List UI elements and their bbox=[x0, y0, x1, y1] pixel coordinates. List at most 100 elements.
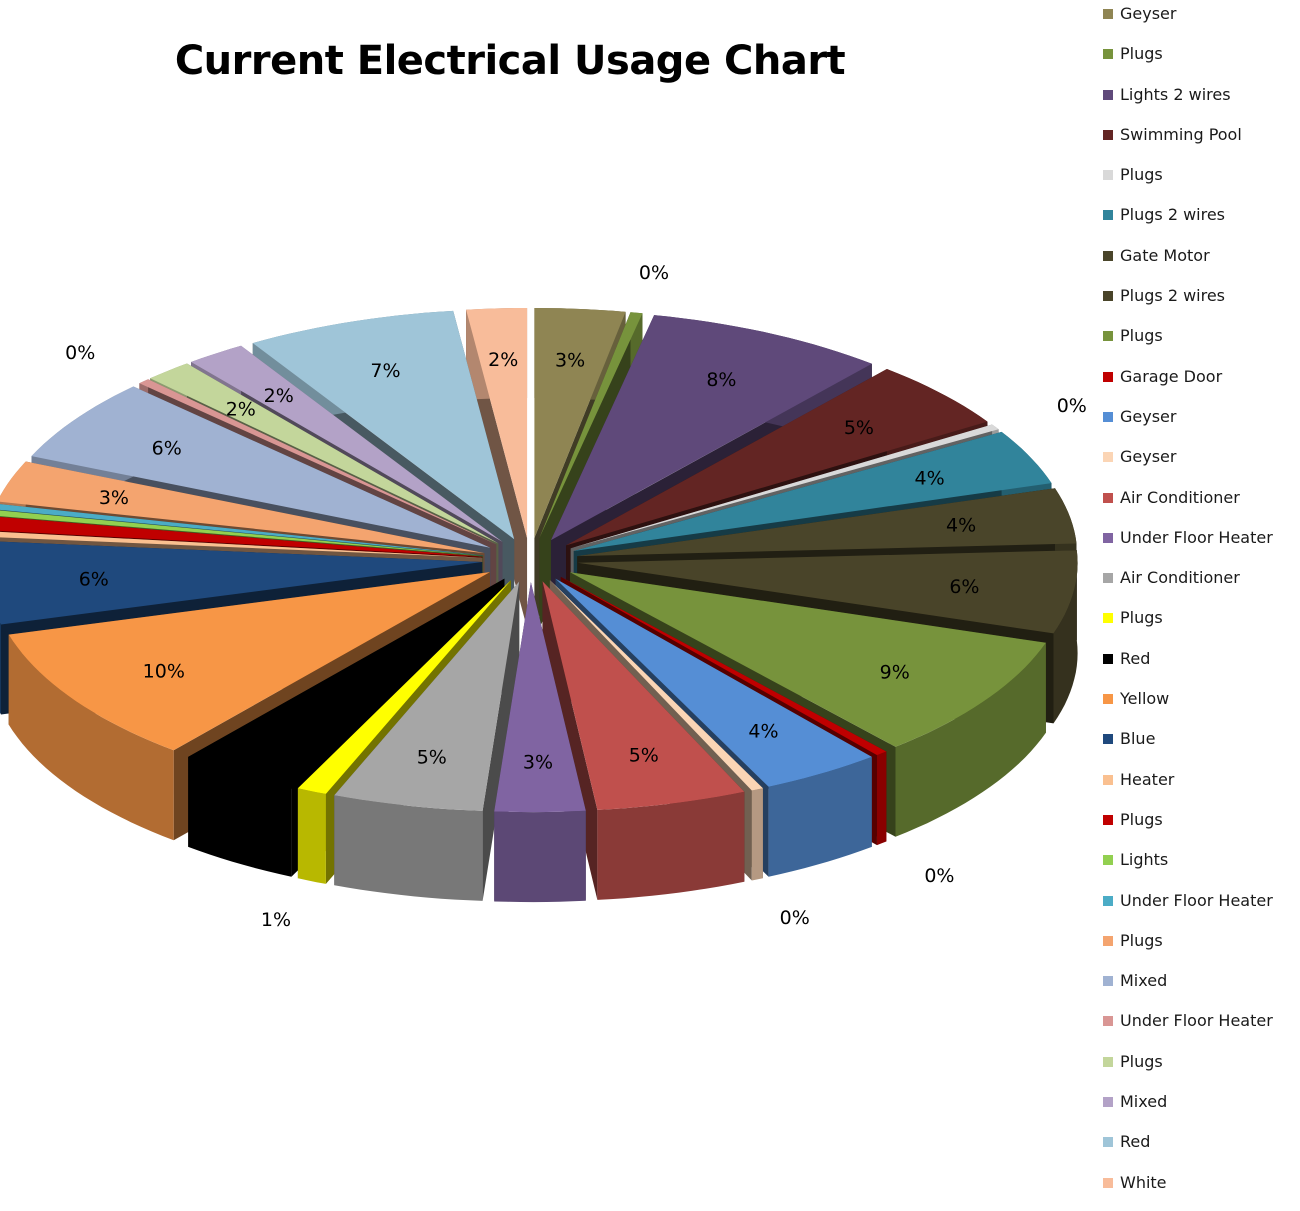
pie-slice bbox=[560, 576, 887, 756]
pie-slice bbox=[570, 572, 1046, 747]
slice-side bbox=[751, 788, 763, 881]
pie-labels: 3% 0% 8% 5% 0% 4% 4% 6% 9% 0% 4% 0% 5% 3% 5% 1% 4% 10% 6% 0… bbox=[65, 262, 1087, 931]
legend-swatch bbox=[1103, 1016, 1113, 1027]
slice-side bbox=[768, 756, 872, 877]
legend-swatch bbox=[1103, 855, 1113, 866]
pie-slice bbox=[252, 310, 515, 540]
legend-label: Geyser bbox=[1120, 406, 1177, 426]
legend-swatch bbox=[1103, 49, 1113, 60]
pie-slice bbox=[191, 345, 503, 542]
pie-slice bbox=[150, 363, 499, 544]
data-label: 4% bbox=[946, 515, 976, 537]
legend-item: Under Floor Heater bbox=[1103, 1009, 1298, 1049]
pie-slice bbox=[573, 431, 1052, 551]
legend-label: Under Floor Heater bbox=[1120, 890, 1273, 910]
legend-label: Mixed bbox=[1120, 971, 1168, 991]
pie-slice bbox=[0, 517, 483, 557]
pie-slice bbox=[31, 386, 491, 548]
legend-swatch bbox=[1103, 653, 1113, 664]
legend-item: Plugs 2 wires bbox=[1103, 284, 1298, 324]
pie-slice bbox=[0, 510, 483, 556]
slice-side bbox=[494, 810, 586, 903]
legend-swatch bbox=[1103, 1137, 1113, 1148]
data-label: 6% bbox=[79, 568, 109, 590]
legend-swatch bbox=[1103, 331, 1113, 342]
data-label: 5% bbox=[844, 417, 874, 439]
data-label: 0% bbox=[780, 907, 810, 929]
legend-label: Plugs 2 wires bbox=[1120, 205, 1226, 225]
legend-item: Mixed bbox=[1103, 1090, 1298, 1130]
pie-slice bbox=[8, 572, 490, 751]
legend-item: Mixed bbox=[1103, 969, 1298, 1009]
legend-label: Mixed bbox=[1120, 1092, 1168, 1112]
legend-swatch bbox=[1103, 694, 1113, 705]
data-label: 2% bbox=[488, 349, 518, 371]
legend-swatch bbox=[1103, 976, 1113, 987]
slice-side bbox=[0, 622, 1, 715]
legend-item: Lights 2 wires bbox=[1103, 83, 1298, 123]
legend-swatch bbox=[1103, 1097, 1113, 1108]
legend-label: Lights bbox=[1120, 850, 1169, 870]
legend-item: Lights bbox=[1103, 848, 1298, 888]
legend-label: Air Conditioner bbox=[1120, 487, 1240, 507]
pie-slice bbox=[494, 582, 586, 813]
legend-swatch bbox=[1103, 935, 1113, 946]
slice-side bbox=[297, 788, 326, 884]
legend-swatch bbox=[1103, 250, 1113, 261]
data-label: 10% bbox=[143, 661, 185, 683]
pie-tops bbox=[0, 308, 1078, 813]
legend-item: Plugs bbox=[1103, 42, 1298, 82]
legend-item: Under Floor Heater bbox=[1103, 526, 1298, 566]
data-label: 3% bbox=[523, 751, 553, 773]
legend-item: Geyser bbox=[1103, 2, 1298, 42]
data-label: 0% bbox=[924, 865, 954, 887]
pie-slice bbox=[566, 369, 988, 546]
legend-swatch bbox=[1103, 573, 1113, 584]
chart-title: Current Electrical Usage Chart bbox=[174, 38, 846, 84]
pie-slice bbox=[139, 379, 497, 545]
pie-slice bbox=[551, 315, 872, 541]
legend-label: Plugs bbox=[1120, 326, 1163, 346]
pie-slice bbox=[0, 531, 483, 558]
legend-item: Swimming Pool bbox=[1103, 123, 1298, 163]
data-label: 7% bbox=[370, 360, 400, 382]
legend-label: Red bbox=[1120, 1132, 1151, 1152]
legend-swatch bbox=[1103, 774, 1113, 785]
legend-swatch bbox=[1103, 1056, 1113, 1067]
legend-swatch bbox=[1103, 291, 1113, 302]
legend-item: Red bbox=[1103, 647, 1298, 687]
legend-item: Plugs bbox=[1103, 324, 1298, 364]
pie-slice bbox=[188, 578, 505, 787]
legend-item: Geyser bbox=[1103, 405, 1298, 445]
data-label: 0% bbox=[1057, 395, 1087, 417]
legend-label: Under Floor Heater bbox=[1120, 1011, 1273, 1031]
data-label: 8% bbox=[706, 369, 736, 391]
legend-swatch bbox=[1103, 613, 1113, 624]
legend-label: Plugs bbox=[1120, 930, 1163, 950]
slice-side bbox=[8, 634, 174, 841]
slice-side bbox=[1053, 550, 1078, 724]
legend-label: Plugs bbox=[1120, 809, 1163, 829]
data-label: 1% bbox=[261, 909, 291, 931]
data-label: 6% bbox=[949, 576, 979, 598]
legend-item: White bbox=[1103, 1171, 1298, 1211]
legend-label: Plugs 2 wires bbox=[1120, 286, 1226, 306]
data-label: 3% bbox=[555, 349, 585, 371]
legend-swatch bbox=[1103, 492, 1113, 503]
legend-swatch bbox=[1103, 452, 1113, 463]
legend-item: Plugs bbox=[1103, 929, 1298, 969]
slice-side bbox=[188, 756, 292, 877]
data-label: 4% bbox=[915, 468, 945, 490]
legend-item: Heater bbox=[1103, 768, 1298, 808]
legend: Geyser Plugs Lights 2 wires Swimming Pool Pl… bbox=[1103, 2, 1298, 1211]
pie-slice bbox=[577, 550, 1078, 634]
legend-swatch bbox=[1103, 89, 1113, 100]
legend-swatch bbox=[1103, 814, 1113, 825]
legend-item: Air Conditioner bbox=[1103, 486, 1298, 526]
legend-label: Red bbox=[1120, 648, 1151, 668]
legend-label: Heater bbox=[1120, 769, 1175, 789]
legend-swatch bbox=[1103, 210, 1113, 221]
legend-label: Plugs bbox=[1120, 608, 1163, 628]
legend-item: Plugs 2 wires bbox=[1103, 203, 1298, 243]
legend-label: Blue bbox=[1120, 729, 1156, 749]
